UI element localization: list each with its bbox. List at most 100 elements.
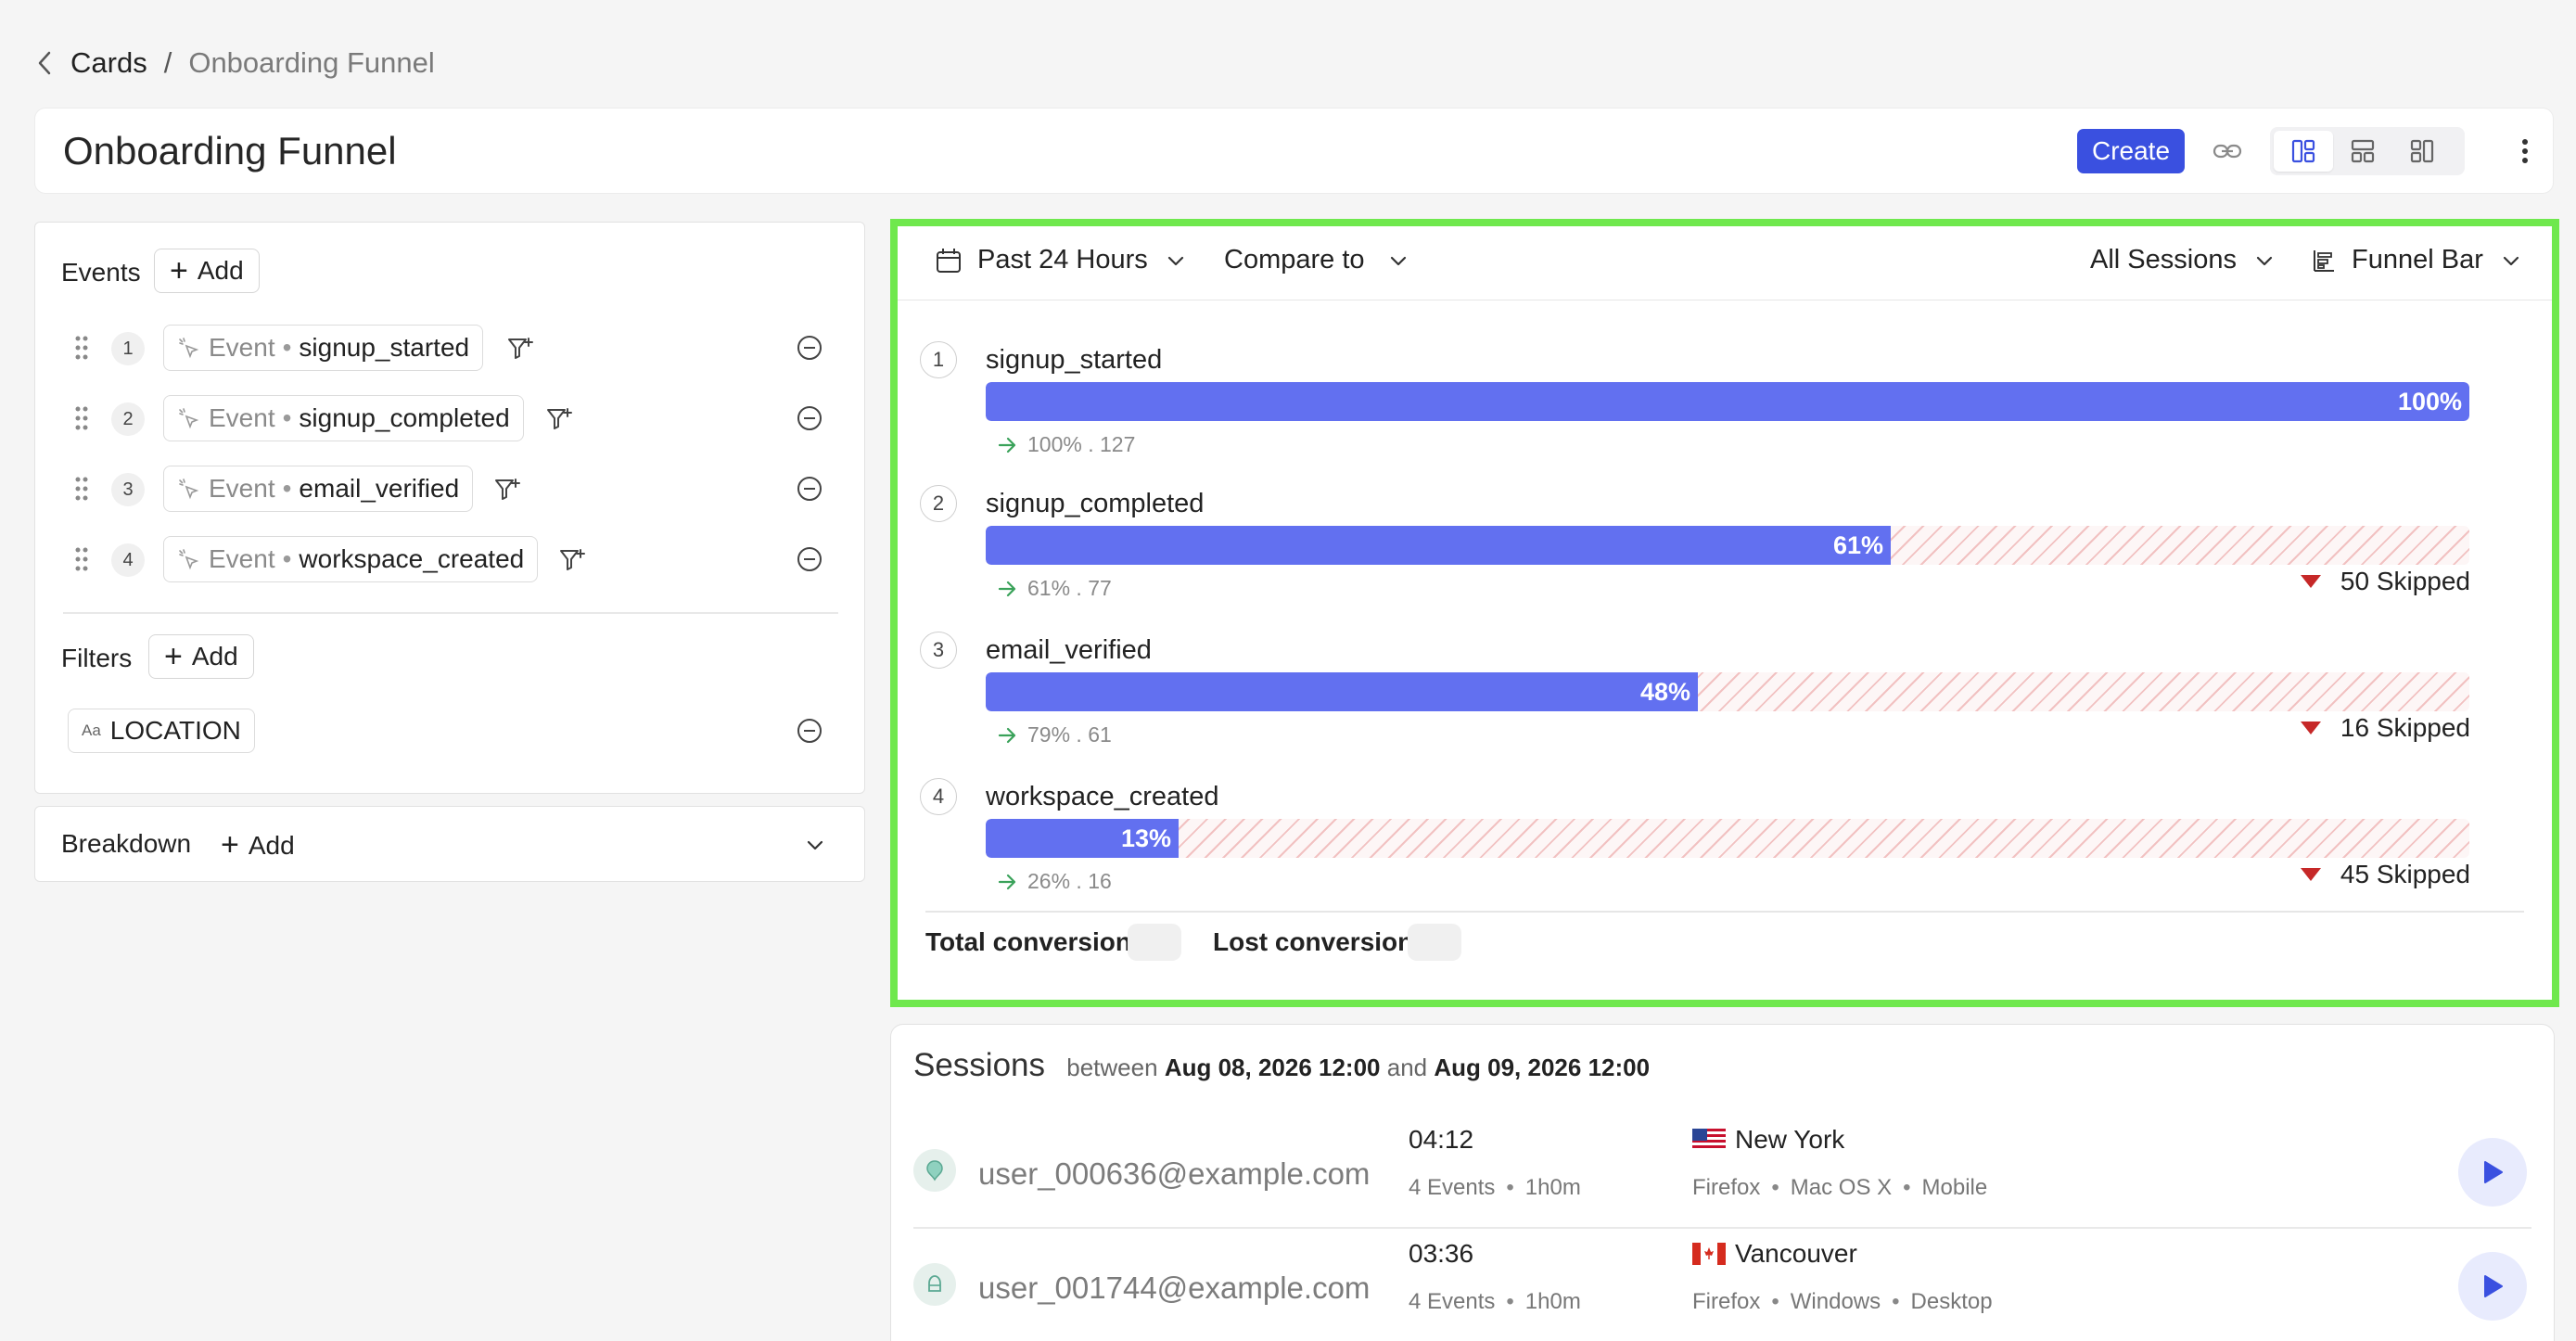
session-location: Vancouver [1692,1239,1857,1269]
session-os: Windows [1790,1289,1881,1314]
click-sparkle-icon [177,407,199,429]
plus-icon: + [170,253,188,288]
link-icon[interactable] [2209,134,2246,168]
step-number: 4 [920,778,957,815]
layout-rows-icon[interactable] [2333,131,2392,172]
layout-columns-icon[interactable] [2392,131,2452,172]
filter-plus-icon[interactable] [558,547,586,578]
compare-to-dropdown[interactable]: Compare to [1224,245,1409,275]
play-button[interactable] [2458,1252,2527,1321]
chart-type-dropdown[interactable]: Funnel Bar [2311,245,2522,275]
remove-circle-icon[interactable] [796,545,823,578]
event-chip[interactable]: Event • signup_completed [163,395,524,441]
funnel-bar[interactable]: 48% [986,672,1698,711]
step-name: email_verified [986,635,1152,665]
avatar-icon [913,1149,956,1192]
breadcrumb: Cards / Onboarding Funnel [37,45,435,82]
add-event-button[interactable]: + Add [154,249,260,293]
session-user[interactable]: user_001744@example.com [978,1271,1371,1305]
page-title: Onboarding Funnel [63,129,397,172]
event-chip[interactable]: Event • signup_started [163,325,484,371]
triangle-down-icon [2300,574,2322,589]
event-row[interactable]: 3 Event • email_verified [35,466,866,512]
funnel-bar[interactable]: 13% [986,819,1179,858]
step-name: workspace_created [986,782,1219,811]
play-icon [2484,1161,2503,1183]
events-label: Events [61,258,141,287]
filter-plus-icon[interactable] [506,336,534,366]
event-chip[interactable]: Event • workspace_created [163,536,539,582]
skipped-count[interactable]: 50 Skipped [2300,567,2470,596]
drag-handle-icon[interactable] [74,334,89,366]
session-user[interactable]: user_000636@example.com [978,1156,1371,1191]
skipped-text: 45 Skipped [2340,860,2470,888]
filter-plus-icon[interactable] [545,406,573,437]
chevron-down-icon[interactable] [803,833,827,862]
click-sparkle-icon [177,548,199,570]
add-filter-button[interactable]: + Add [148,634,254,679]
drag-handle-icon[interactable] [74,545,89,578]
filter-chip-location[interactable]: Aa LOCATION [68,709,255,753]
event-chip[interactable]: Event • email_verified [163,466,474,512]
more-vertical-icon[interactable] [2511,133,2539,170]
chevron-left-icon[interactable] [37,50,52,76]
event-row[interactable]: 1 Event • signup_started [35,325,866,371]
session-row[interactable]: user_001744@example.com 03:36 4 Events • 1… [913,1230,2531,1341]
drag-handle-icon[interactable] [74,475,89,507]
sessions-header: Sessions between Aug 08, 2026 12:00 and … [913,1047,1650,1084]
breakdown-label: Breakdown [61,829,192,858]
play-icon [2484,1275,2503,1297]
funnel-track: 13% [986,819,2469,858]
breadcrumb-separator: / [163,46,172,79]
filter-plus-icon[interactable] [493,477,521,507]
step-conversion: 61% . 77 [998,576,1112,601]
remove-circle-icon[interactable] [796,334,823,366]
date-range-dropdown[interactable]: Past 24 Hours [935,245,1187,275]
session-duration: 1h0m [1524,1175,1581,1200]
breadcrumb-parent[interactable]: Cards [70,46,147,79]
funnel-card: Past 24 Hours Compare to All Sessions Fu… [890,219,2559,1007]
session-row[interactable]: user_000636@example.com 04:12 4 Events • 1… [913,1116,2531,1229]
ca-flag-icon [1692,1243,1726,1265]
funnel-bar[interactable]: 100% [986,382,2469,421]
step-conversion: 79% . 61 [998,722,1112,747]
layout-two-column-icon[interactable] [2274,131,2333,172]
chevron-down-icon [1387,249,1409,272]
event-number: 1 [111,332,145,365]
session-city: Vancouver [1735,1239,1857,1268]
play-button[interactable] [2458,1138,2527,1207]
event-name: signup_completed [299,403,510,432]
chart-type-label: Funnel Bar [2352,245,2483,275]
plus-icon: + [164,639,183,674]
session-browser: Firefox [1692,1289,1761,1314]
step-conversion-text: 79% . 61 [1027,722,1112,747]
arrow-right-icon [998,437,1018,453]
session-events: 4 Events [1409,1175,1496,1200]
event-type: Event [209,474,275,503]
event-row[interactable]: 2 Event • signup_completed [35,395,866,441]
add-breakdown-button[interactable]: + Add [221,827,295,863]
layout-toggle-group [2270,127,2465,175]
session-device: Firefox • Windows • Desktop [1692,1289,1993,1314]
funnel-bar[interactable]: 61% [986,526,1891,565]
sessions-title: Sessions [913,1047,1046,1083]
breakdown-panel[interactable]: Breakdown + Add [34,806,865,882]
session-duration: 1h0m [1524,1289,1581,1314]
remove-circle-icon[interactable] [796,475,823,507]
skipped-text: 16 Skipped [2340,713,2470,742]
filter-chip-label: LOCATION [109,716,241,745]
step-conversion: 100% . 127 [998,432,1135,457]
remove-circle-icon[interactable] [796,717,823,749]
total-conversion-label: Total conversion [925,927,1131,956]
sessions-panel: Sessions between Aug 08, 2026 12:00 and … [890,1024,2555,1341]
skipped-count[interactable]: 45 Skipped [2300,860,2470,889]
event-row[interactable]: 4 Event • workspace_created [35,536,866,582]
drag-handle-icon[interactable] [74,404,89,437]
event-name: signup_started [299,333,470,362]
chevron-down-icon [2253,249,2276,272]
remove-circle-icon[interactable] [796,404,823,437]
skipped-count[interactable]: 16 Skipped [2300,713,2470,743]
create-button[interactable]: Create [2077,129,2185,173]
sessions-filter-dropdown[interactable]: All Sessions [2090,245,2276,275]
funnel-track: 48% [986,672,2469,711]
